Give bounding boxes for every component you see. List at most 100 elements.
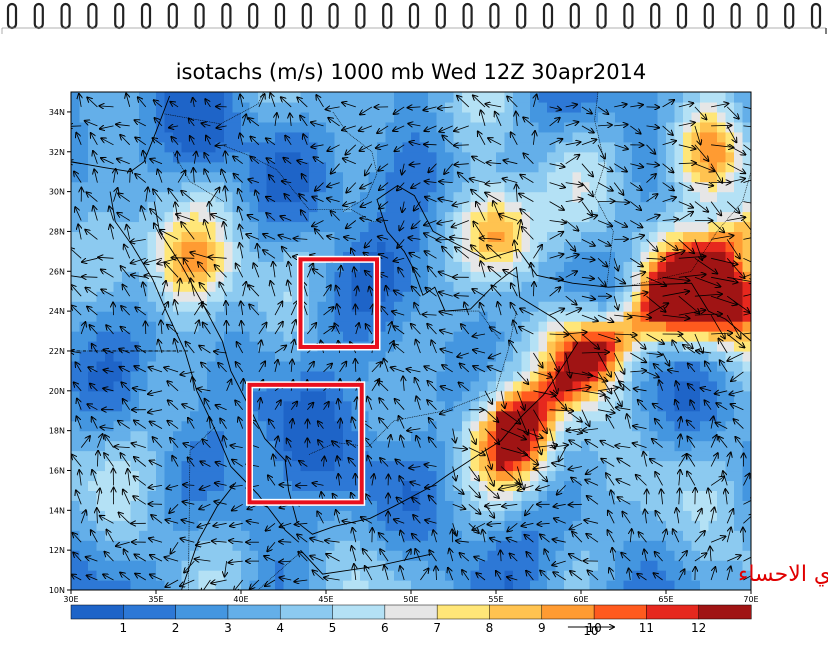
speed-cell <box>589 560 599 571</box>
speed-cell <box>538 151 548 163</box>
wind-arrow <box>553 539 566 542</box>
speed-cell <box>683 430 693 442</box>
speed-cell <box>623 390 633 402</box>
speed-cell <box>428 241 438 252</box>
speed-cell <box>385 410 395 422</box>
speed-cell <box>232 380 242 392</box>
speed-cell <box>547 331 557 342</box>
wind-arrow <box>488 367 502 373</box>
speed-cell <box>674 141 684 153</box>
speed-cell <box>742 231 751 242</box>
wind-arrow <box>416 396 421 410</box>
speed-cell <box>564 301 574 312</box>
wind-arrow <box>134 476 147 486</box>
speed-cell <box>88 261 98 272</box>
speed-cell <box>96 490 106 501</box>
wind-arrow <box>448 568 454 581</box>
speed-cell <box>181 281 191 292</box>
speed-cell <box>266 460 276 472</box>
speed-cell <box>725 101 735 113</box>
speed-cell <box>224 271 234 282</box>
speed-cell <box>258 460 268 472</box>
speed-cell <box>326 201 336 213</box>
wind-arrow <box>237 342 244 354</box>
wind-arrow <box>608 530 615 543</box>
speed-cell <box>436 341 446 352</box>
speed-cell <box>122 181 132 193</box>
speed-cell <box>156 570 166 581</box>
speed-cell <box>300 440 310 452</box>
wind-arrow <box>410 164 421 165</box>
speed-cell <box>615 500 625 511</box>
speed-cell <box>734 490 744 501</box>
speed-cell <box>258 101 268 113</box>
speed-cell <box>530 121 540 133</box>
speed-cell <box>649 410 659 422</box>
speed-cell <box>258 201 268 213</box>
speed-cell <box>674 530 684 541</box>
speed-cell <box>249 92 259 103</box>
speed-cell <box>241 151 251 163</box>
speed-cell <box>589 311 599 322</box>
speed-cell <box>538 350 548 362</box>
speed-cell <box>351 92 361 103</box>
speed-cell <box>419 92 429 103</box>
speed-cell <box>207 350 217 362</box>
speed-cell <box>326 400 336 412</box>
speed-cell <box>283 550 293 561</box>
speed-cell <box>190 450 200 462</box>
speed-cell <box>190 131 200 143</box>
speed-cell <box>207 500 217 511</box>
speed-cell <box>521 500 531 511</box>
speed-cell <box>88 271 98 282</box>
speed-cell <box>691 92 701 103</box>
speed-cell <box>215 211 225 223</box>
speed-cell <box>71 211 81 223</box>
speed-cell <box>564 211 574 223</box>
wind-arrow <box>99 106 114 107</box>
speed-cell <box>428 570 438 581</box>
wind-arrow <box>87 192 98 202</box>
speed-cell <box>164 470 174 482</box>
speed-cell <box>122 420 132 432</box>
wind-arrow <box>597 333 620 341</box>
speed-cell <box>487 570 497 581</box>
speed-cell <box>360 221 370 233</box>
speed-cell <box>598 490 608 501</box>
wind-arrow <box>323 402 329 410</box>
speed-cell <box>113 291 123 302</box>
speed-cell <box>649 450 659 462</box>
speed-cell <box>496 141 506 153</box>
speed-cell <box>326 560 336 571</box>
wind-arrow <box>345 144 357 155</box>
speed-cell <box>487 92 497 103</box>
speed-cell <box>394 540 404 551</box>
speed-cell <box>530 470 540 482</box>
wind-arrow <box>343 202 356 206</box>
speed-cell <box>734 550 744 561</box>
speed-cell <box>555 201 565 213</box>
speed-cell <box>317 241 327 252</box>
speed-cell <box>266 121 276 133</box>
wind-arrow <box>427 400 437 410</box>
speed-cell <box>215 360 225 372</box>
speed-cell <box>283 231 293 242</box>
speed-cell <box>360 211 370 223</box>
speed-cell <box>555 560 565 571</box>
speed-cell <box>708 211 718 223</box>
speed-cell <box>700 181 710 193</box>
speed-cell <box>428 440 438 452</box>
wind-arrow <box>71 275 82 277</box>
speed-cell <box>428 470 438 482</box>
speed-cell <box>292 311 302 322</box>
speed-cell <box>156 121 166 133</box>
speed-cell <box>309 121 319 133</box>
speed-cell <box>436 520 446 531</box>
speed-cell <box>615 111 625 123</box>
speed-cell <box>266 321 276 332</box>
speed-cell <box>479 221 489 233</box>
speed-cell <box>258 510 268 521</box>
speed-cell <box>453 550 463 561</box>
speed-cell <box>334 92 344 103</box>
speed-cell <box>547 470 557 482</box>
